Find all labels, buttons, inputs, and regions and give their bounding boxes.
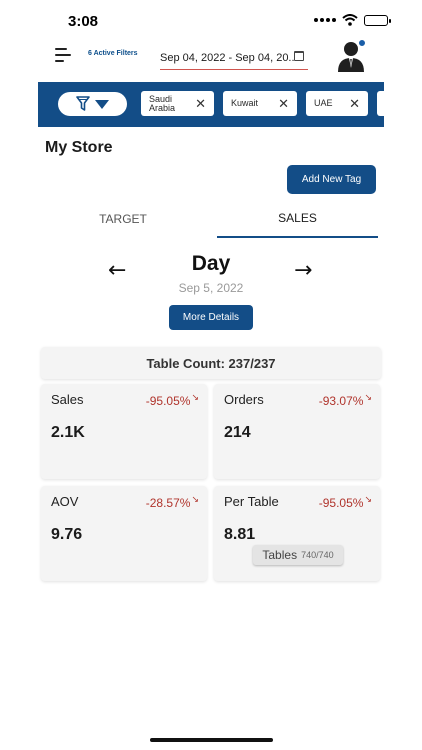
metric-card-aov[interactable]: AOV -28.57% ↘ 9.76 (41, 486, 207, 581)
metric-card-per-table[interactable]: Per Table -95.05% ↘ 8.81 (214, 486, 380, 581)
metric-label: Per Table (224, 494, 279, 509)
metric-value: 2.1K (51, 424, 85, 441)
wifi-icon (342, 14, 358, 26)
metric-label: AOV (51, 494, 79, 509)
calendar-icon (294, 50, 304, 61)
add-new-tag-button[interactable]: Add New Tag (287, 165, 376, 194)
date-range-picker[interactable]: Sep 04, 2022 - Sep 04, 20... (160, 46, 308, 70)
metric-change-value: -28.57% (145, 496, 191, 510)
metric-change: -95.05% ↘ (145, 392, 199, 408)
trend-down-icon: ↘ (191, 494, 199, 504)
status-icons (314, 14, 391, 26)
menu-icon[interactable] (55, 46, 71, 64)
previous-day-arrow-icon[interactable]: ← (108, 258, 127, 283)
metric-change: -93.07% ↘ (318, 392, 372, 408)
filter-chip-kuwait: Kuwait ✕ (223, 91, 297, 116)
metric-change-value: -93.07% (318, 394, 364, 408)
filter-chip-saudi-arabia: Saudi Arabia ✕ (141, 91, 214, 116)
avatar[interactable] (336, 40, 366, 72)
battery-icon (364, 14, 391, 26)
filter-funnel-icon (76, 96, 90, 111)
trend-down-icon: ↘ (191, 392, 199, 402)
close-icon[interactable]: ✕ (278, 95, 289, 111)
tab-sales[interactable]: SALES (217, 200, 378, 238)
trend-down-icon: ↘ (364, 392, 372, 402)
period-title: Day (191, 252, 231, 275)
metric-value: 214 (224, 424, 251, 441)
filter-chip-label: Saudi Arabia (149, 93, 176, 113)
metric-change: -28.57% ↘ (145, 494, 199, 510)
page-title: My Store (45, 139, 113, 156)
more-details-button[interactable]: More Details (169, 305, 253, 330)
metric-card-sales[interactable]: Sales -95.05% ↘ 2.1K (41, 384, 207, 479)
close-icon[interactable]: ✕ (349, 95, 360, 111)
tables-count: 740/740 (301, 550, 334, 560)
filter-chip-label: UAE (314, 98, 333, 108)
next-day-arrow-icon[interactable]: → (294, 258, 313, 283)
metric-label: Sales (51, 392, 84, 407)
home-indicator[interactable] (150, 738, 273, 742)
metric-label: Orders (224, 392, 264, 407)
tab-bar: TARGET SALES (38, 200, 378, 238)
metric-change: -95.05% ↘ (318, 494, 372, 510)
close-icon[interactable]: ✕ (195, 95, 206, 111)
filter-bar: Saudi Arabia ✕ Kuwait ✕ UAE ✕ (38, 82, 384, 127)
tab-target[interactable]: TARGET (99, 212, 147, 226)
active-filters-link[interactable]: 6 Active Filters (88, 50, 138, 57)
tables-count-badge[interactable]: Tables 740/740 (253, 545, 343, 565)
notification-dot (358, 39, 366, 47)
tables-label: Tables (262, 548, 298, 562)
filter-chip-partial[interactable] (377, 91, 384, 116)
caret-down-icon (95, 99, 109, 109)
metric-change-value: -95.05% (145, 394, 191, 408)
date-range-text: Sep 04, 2022 - Sep 04, 20... (160, 51, 295, 64)
period-date: Sep 5, 2022 (178, 281, 244, 295)
app-header: 6 Active Filters Sep 04, 2022 - Sep 04, … (0, 38, 422, 78)
filter-chip-uae: UAE ✕ (306, 91, 368, 116)
filter-chip-label: Kuwait (231, 98, 259, 108)
metric-value: 8.81 (224, 526, 256, 543)
metric-change-value: -95.05% (318, 496, 364, 510)
filter-dropdown-button[interactable] (58, 92, 127, 116)
trend-down-icon: ↘ (364, 494, 372, 504)
status-bar: 3:08 (0, 0, 422, 44)
table-count-bar: Table Count: 237/237 (41, 347, 381, 379)
cellular-signal-icon (314, 18, 336, 22)
status-time: 3:08 (68, 13, 99, 30)
metric-card-orders[interactable]: Orders -93.07% ↘ 214 (214, 384, 380, 479)
metric-value: 9.76 (51, 526, 83, 543)
